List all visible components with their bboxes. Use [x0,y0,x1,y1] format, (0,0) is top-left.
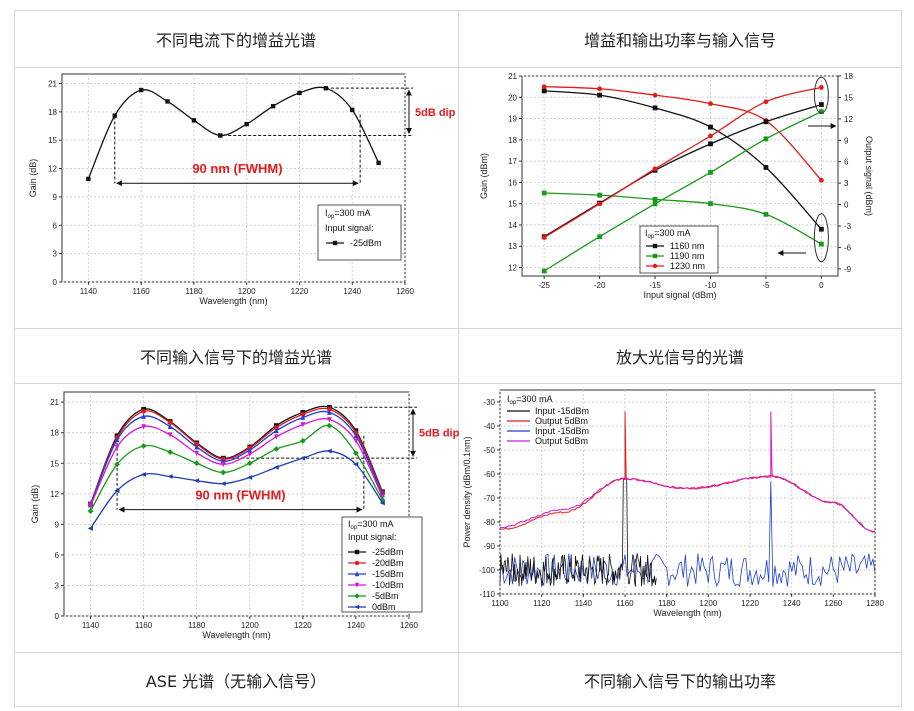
header-gain-current: 不同电流下的增益光谱 [155,30,316,50]
grid-divider-4 [14,652,902,653]
grid-divider-2 [14,328,902,329]
grid-divider-3 [14,383,902,384]
header-gain-input-signal: 不同输入信号下的增益光谱 [139,347,332,367]
grid-divider-vertical [458,10,459,707]
header-gain-output-vs-input: 增益和输出功率与输入信号 [583,30,776,50]
grid-divider-1 [14,67,902,68]
header-ase-spectrum: ASE 光谱（无输入信号） [145,671,327,691]
header-amplified-spectrum: 放大光信号的光谱 [615,347,744,367]
header-output-power: 不同输入信号下的输出功率 [583,671,776,691]
